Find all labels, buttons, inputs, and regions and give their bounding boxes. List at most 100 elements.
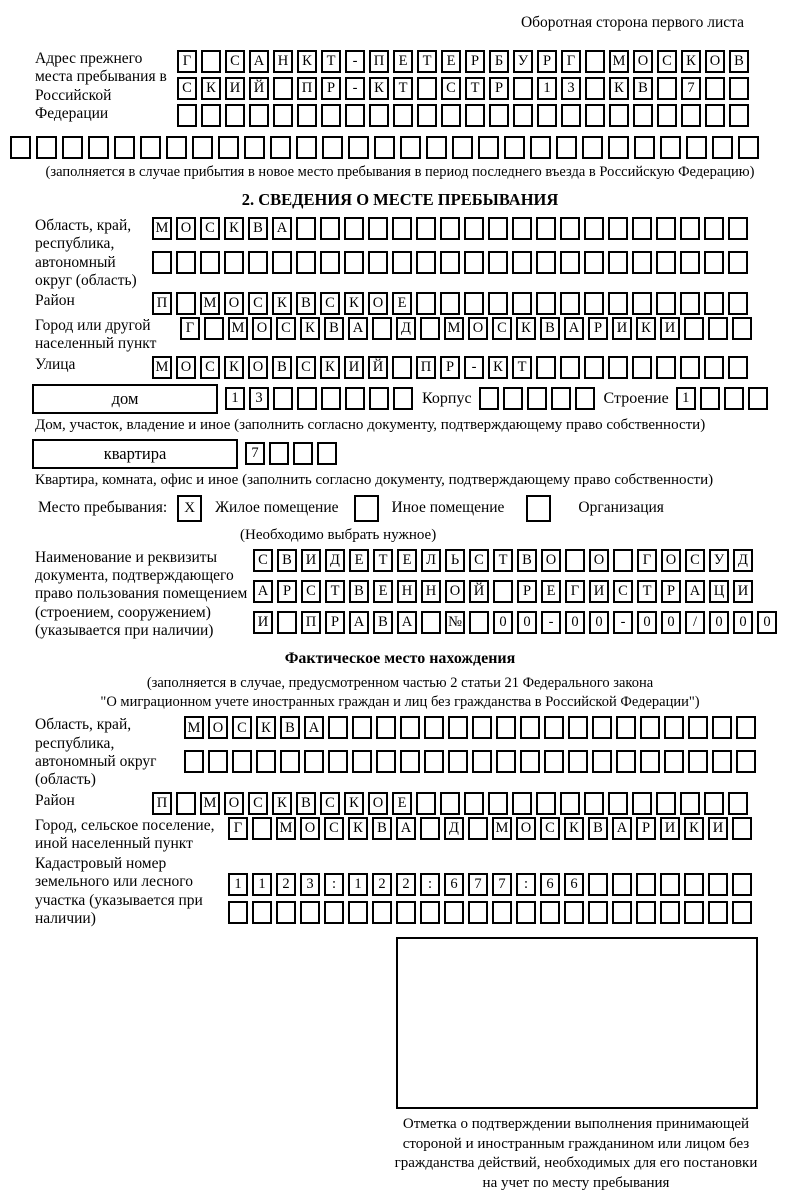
char-box[interactable] — [201, 104, 221, 127]
char-box[interactable] — [504, 136, 525, 159]
char-box[interactable] — [608, 292, 628, 316]
char-box[interactable]: О — [368, 791, 388, 815]
char-box[interactable] — [176, 791, 196, 815]
char-box[interactable]: С — [469, 548, 489, 572]
char-box[interactable]: К — [369, 77, 389, 100]
char-box[interactable]: 2 — [372, 873, 392, 897]
char-box[interactable]: К — [344, 292, 364, 316]
char-box[interactable]: 0 — [733, 610, 753, 634]
char-box[interactable] — [277, 610, 297, 634]
char-box[interactable]: - — [613, 610, 633, 634]
char-box[interactable] — [368, 251, 388, 274]
char-box[interactable] — [699, 387, 720, 411]
char-box[interactable]: 1 — [228, 873, 248, 897]
char-box[interactable] — [393, 104, 413, 127]
char-box[interactable] — [712, 750, 732, 774]
char-box[interactable] — [729, 104, 749, 127]
char-box[interactable]: 6 — [564, 873, 584, 897]
char-box[interactable]: Р — [277, 579, 297, 603]
char-box[interactable] — [304, 750, 324, 774]
char-box[interactable]: Д — [396, 317, 416, 341]
char-box[interactable]: К — [224, 217, 244, 240]
char-box[interactable] — [176, 251, 196, 274]
char-box[interactable] — [704, 251, 724, 274]
char-box[interactable] — [392, 355, 412, 379]
char-box[interactable] — [560, 355, 580, 379]
char-box[interactable]: С — [301, 579, 321, 603]
char-box[interactable] — [320, 217, 340, 240]
char-box[interactable]: А — [272, 217, 292, 240]
char-box[interactable] — [708, 901, 728, 925]
char-box[interactable]: К — [300, 317, 320, 341]
char-box[interactable] — [640, 750, 660, 774]
char-box[interactable]: О — [661, 548, 681, 572]
char-box[interactable] — [512, 791, 532, 815]
char-box[interactable]: В — [517, 548, 537, 572]
char-box[interactable] — [550, 387, 571, 411]
char-box[interactable] — [488, 251, 508, 274]
char-box[interactable]: К — [272, 791, 292, 815]
char-box[interactable] — [317, 442, 337, 466]
char-box[interactable] — [656, 251, 676, 274]
char-box[interactable]: М — [200, 292, 220, 316]
char-box[interactable]: Д — [733, 548, 753, 572]
char-box[interactable] — [712, 136, 733, 159]
char-box[interactable] — [392, 217, 412, 240]
char-box[interactable] — [664, 716, 684, 740]
char-box[interactable] — [345, 387, 365, 411]
char-box[interactable]: В — [296, 791, 316, 815]
char-box[interactable] — [440, 292, 460, 316]
char-box[interactable] — [320, 251, 340, 274]
char-box[interactable]: 0 — [661, 610, 681, 634]
char-box[interactable] — [536, 355, 556, 379]
char-box[interactable]: К — [681, 50, 701, 73]
char-box[interactable]: Р — [321, 77, 341, 100]
char-box[interactable] — [10, 136, 31, 159]
char-box[interactable]: В — [633, 77, 653, 100]
char-box[interactable] — [708, 317, 728, 341]
char-box[interactable]: 1 — [537, 77, 557, 100]
char-box[interactable] — [472, 750, 492, 774]
char-box[interactable]: Л — [421, 548, 441, 572]
char-box[interactable]: О — [224, 292, 244, 316]
char-box[interactable] — [608, 355, 628, 379]
char-box[interactable] — [512, 251, 532, 274]
char-box[interactable]: С — [248, 791, 268, 815]
char-box[interactable]: 3 — [249, 387, 269, 411]
char-box[interactable] — [584, 292, 604, 316]
char-box[interactable] — [728, 251, 748, 274]
char-box[interactable] — [585, 50, 605, 73]
char-box[interactable]: В — [277, 548, 297, 572]
char-box[interactable] — [322, 136, 343, 159]
char-box[interactable] — [297, 104, 317, 127]
char-box[interactable]: С — [200, 355, 220, 379]
char-box[interactable]: С — [276, 317, 296, 341]
char-box[interactable]: П — [416, 355, 436, 379]
char-box[interactable]: В — [280, 716, 300, 740]
char-box[interactable]: П — [152, 292, 172, 316]
char-box[interactable] — [232, 750, 252, 774]
char-box[interactable] — [708, 873, 728, 897]
char-box[interactable] — [344, 217, 364, 240]
char-box[interactable] — [374, 136, 395, 159]
char-box[interactable] — [321, 104, 341, 127]
char-box[interactable]: 7 — [468, 873, 488, 897]
char-box[interactable] — [416, 217, 436, 240]
char-box[interactable]: К — [344, 791, 364, 815]
char-box[interactable] — [660, 873, 680, 897]
char-box[interactable] — [273, 104, 293, 127]
char-box[interactable]: 0 — [565, 610, 585, 634]
char-box[interactable]: Д — [325, 548, 345, 572]
char-box[interactable] — [656, 292, 676, 316]
char-box[interactable]: К — [564, 816, 584, 840]
char-box[interactable] — [372, 317, 392, 341]
char-box[interactable]: О — [468, 317, 488, 341]
char-box[interactable]: К — [272, 292, 292, 316]
char-box[interactable] — [632, 217, 652, 240]
char-box[interactable]: М — [152, 217, 172, 240]
char-box[interactable] — [396, 901, 416, 925]
char-box[interactable] — [585, 77, 605, 100]
char-box[interactable]: А — [564, 317, 584, 341]
char-box[interactable] — [520, 750, 540, 774]
char-box[interactable] — [256, 750, 276, 774]
